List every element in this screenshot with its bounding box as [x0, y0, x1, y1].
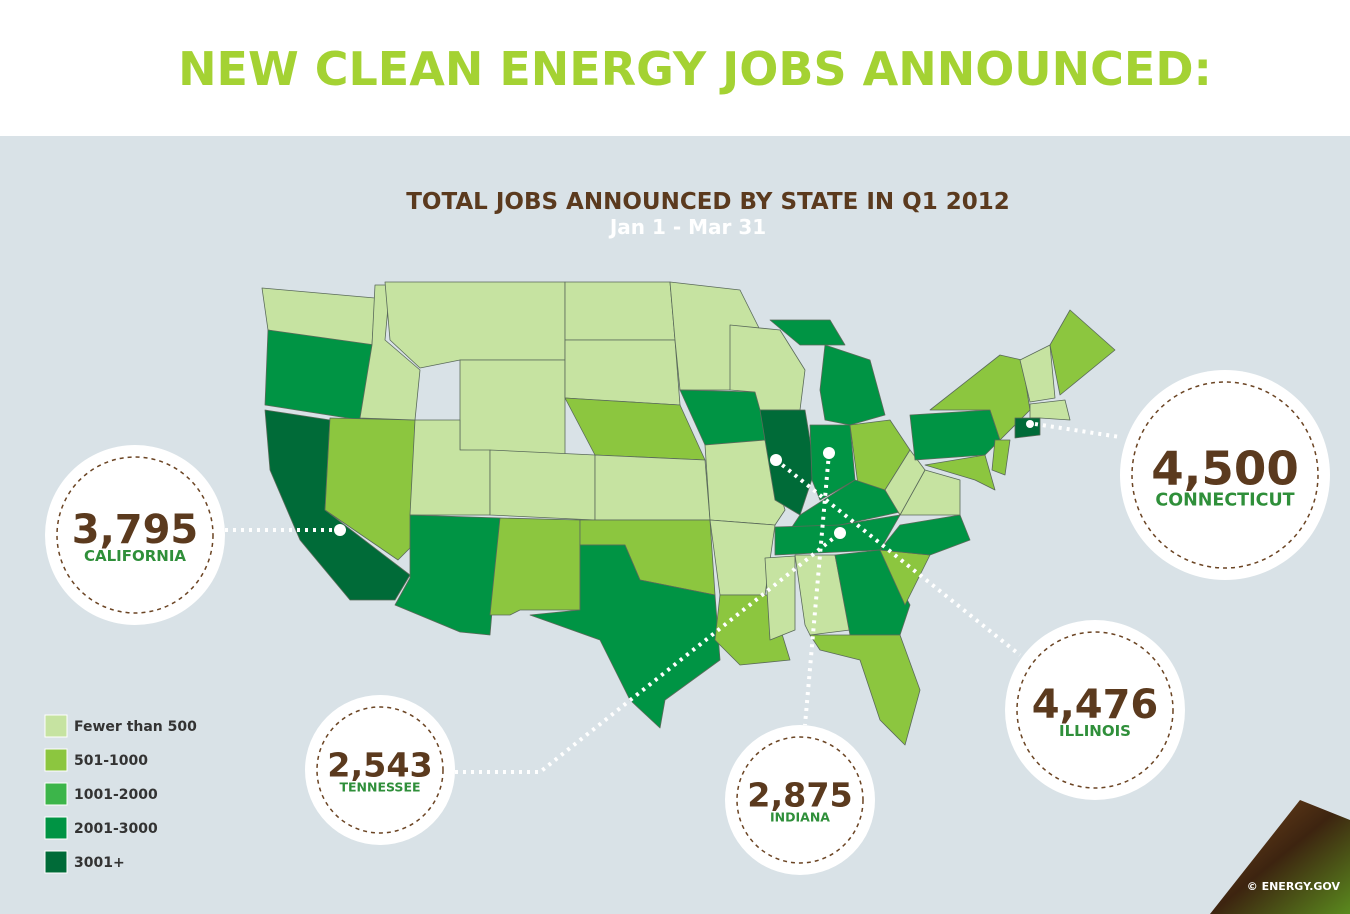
pin — [823, 447, 835, 459]
state — [489, 517, 581, 616]
callout-value: 2,543 — [327, 746, 432, 785]
legend-label: 501-1000 — [74, 753, 148, 769]
map-title: TOTAL JOBS ANNOUNCED BY STATE IN Q1 2012 — [406, 189, 1010, 215]
state — [794, 554, 851, 636]
pin — [834, 527, 846, 539]
map-subtitle: Jan 1 - Mar 31 — [608, 215, 766, 239]
callout-state: CONNECTICUT — [1155, 490, 1294, 510]
state — [1029, 399, 1071, 421]
legend-swatch — [44, 714, 68, 738]
legend-swatch — [44, 782, 68, 806]
callout-state: INDIANA — [770, 810, 830, 825]
page-peel — [1210, 800, 1350, 914]
state — [529, 544, 721, 729]
state — [924, 454, 996, 491]
state — [459, 359, 566, 456]
connector — [803, 452, 831, 726]
pin — [334, 524, 346, 536]
state — [564, 339, 681, 406]
callout-circle — [45, 445, 225, 625]
state — [879, 514, 971, 556]
pin — [770, 454, 782, 466]
legend-swatch — [44, 816, 68, 840]
callout-state: ILLINOIS — [1059, 722, 1131, 740]
state — [594, 454, 711, 521]
header-band — [0, 0, 1350, 136]
us-map — [261, 281, 1116, 746]
callout-value: 3,795 — [72, 507, 199, 553]
state — [489, 449, 596, 521]
state — [991, 439, 1011, 476]
callout-ring — [1016, 631, 1174, 789]
state — [384, 281, 566, 369]
callout-value: 2,875 — [747, 776, 852, 815]
state — [709, 519, 776, 596]
connectors — [225, 422, 1121, 774]
legend: Fewer than 500 501-1000 1001-2000 2001-3000… — [44, 714, 197, 874]
state — [564, 281, 676, 341]
state — [809, 424, 856, 501]
legend-label: 1001-2000 — [74, 787, 158, 803]
pin — [1026, 420, 1034, 428]
state — [764, 555, 796, 641]
legend-swatch — [44, 748, 68, 772]
state — [1019, 344, 1056, 403]
state — [704, 439, 786, 526]
callout-ring — [736, 736, 864, 864]
legend-swatch — [44, 850, 68, 874]
callout-value: 4,500 — [1151, 442, 1299, 496]
page-title: NEW CLEAN ENERGY JOBS ANNOUNCED: — [178, 42, 1212, 96]
state — [809, 634, 921, 746]
state — [264, 329, 376, 421]
state — [909, 409, 1001, 461]
callout-value: 4,476 — [1032, 682, 1159, 728]
connector — [1034, 422, 1121, 439]
callout-state: CALIFORNIA — [84, 547, 186, 565]
state — [884, 449, 926, 516]
credit: © ENERGY.GOV — [1247, 880, 1341, 893]
legend-label: 2001-3000 — [74, 821, 158, 837]
pins — [334, 420, 1034, 539]
state — [769, 319, 846, 346]
callout-circle — [1005, 620, 1185, 800]
legend-label: Fewer than 500 — [74, 719, 197, 735]
state — [1049, 309, 1116, 396]
callout-circle — [1120, 370, 1330, 580]
callout-ring — [1131, 381, 1319, 569]
callout-ring — [316, 706, 444, 834]
callout-ring — [56, 456, 214, 614]
legend-label: 3001+ — [74, 855, 125, 871]
callout-circle — [725, 725, 875, 875]
callout-circle — [305, 695, 455, 845]
callout-state: TENNESSEE — [339, 780, 420, 795]
